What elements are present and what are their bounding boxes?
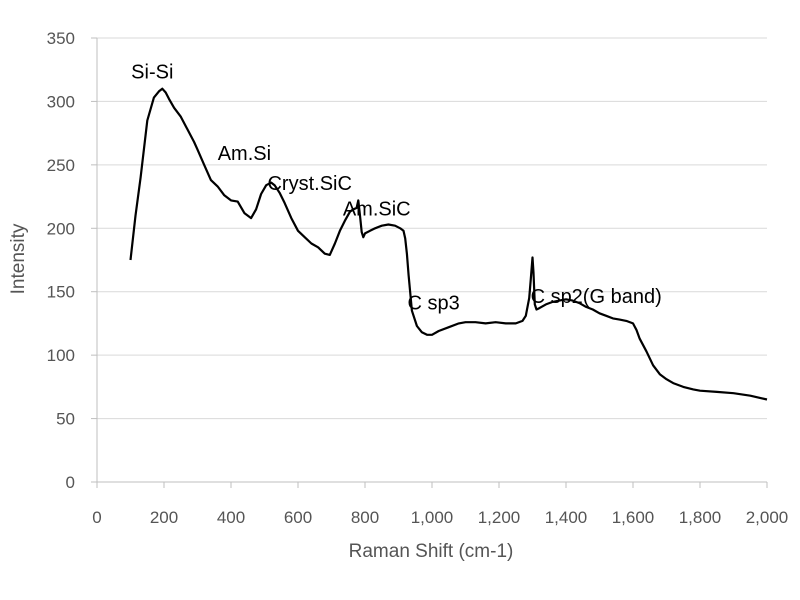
- x-tick-label: 1,400: [545, 508, 588, 527]
- peak-label: C sp3: [408, 292, 460, 314]
- peak-label: Si-Si: [131, 62, 173, 84]
- x-tick-label: 1,200: [478, 508, 521, 527]
- x-tick-label: 2,000: [746, 508, 789, 527]
- peak-label: Cryst.SiC: [267, 173, 351, 195]
- y-tick-label: 150: [47, 283, 75, 302]
- y-tick-label: 100: [47, 346, 75, 365]
- x-tick-label: 800: [351, 508, 379, 527]
- peak-label: Am.SiC: [343, 199, 411, 221]
- x-tick-label: 1,600: [612, 508, 655, 527]
- x-tick-label: 600: [284, 508, 312, 527]
- x-tick-label: 1,800: [679, 508, 722, 527]
- axes: [96, 38, 767, 483]
- y-axis-ticks: 0 50 100 150 200 250 300 350: [47, 29, 97, 492]
- x-tick-label: 1,000: [411, 508, 454, 527]
- x-tick-label: 0: [92, 508, 101, 527]
- y-tick-label: 50: [56, 410, 75, 429]
- grid-lines: [97, 37, 767, 420]
- y-tick-label: 300: [47, 92, 75, 111]
- y-tick-label: 250: [47, 156, 75, 175]
- x-axis-ticks: 0 200 400 600 800 1,000 1,200 1,400 1,600 1,800 2,…: [92, 482, 788, 527]
- peak-label: C sp2(G band): [531, 286, 662, 308]
- x-tick-label: 200: [150, 508, 178, 527]
- peak-annotations: Si-Si Am.Si Cryst.SiC Am.SiC C sp3 C sp2(G ba…: [131, 62, 662, 315]
- y-axis-title: Intensity: [8, 223, 29, 294]
- y-tick-label: 200: [47, 219, 75, 238]
- x-tick-label: 400: [217, 508, 245, 527]
- peak-label: Am.Si: [218, 143, 271, 165]
- y-tick-label: 350: [47, 29, 75, 48]
- series-line: [129, 87, 768, 401]
- y-tick-label: 0: [66, 473, 75, 492]
- x-axis-title: Raman Shift (cm-1): [349, 541, 514, 562]
